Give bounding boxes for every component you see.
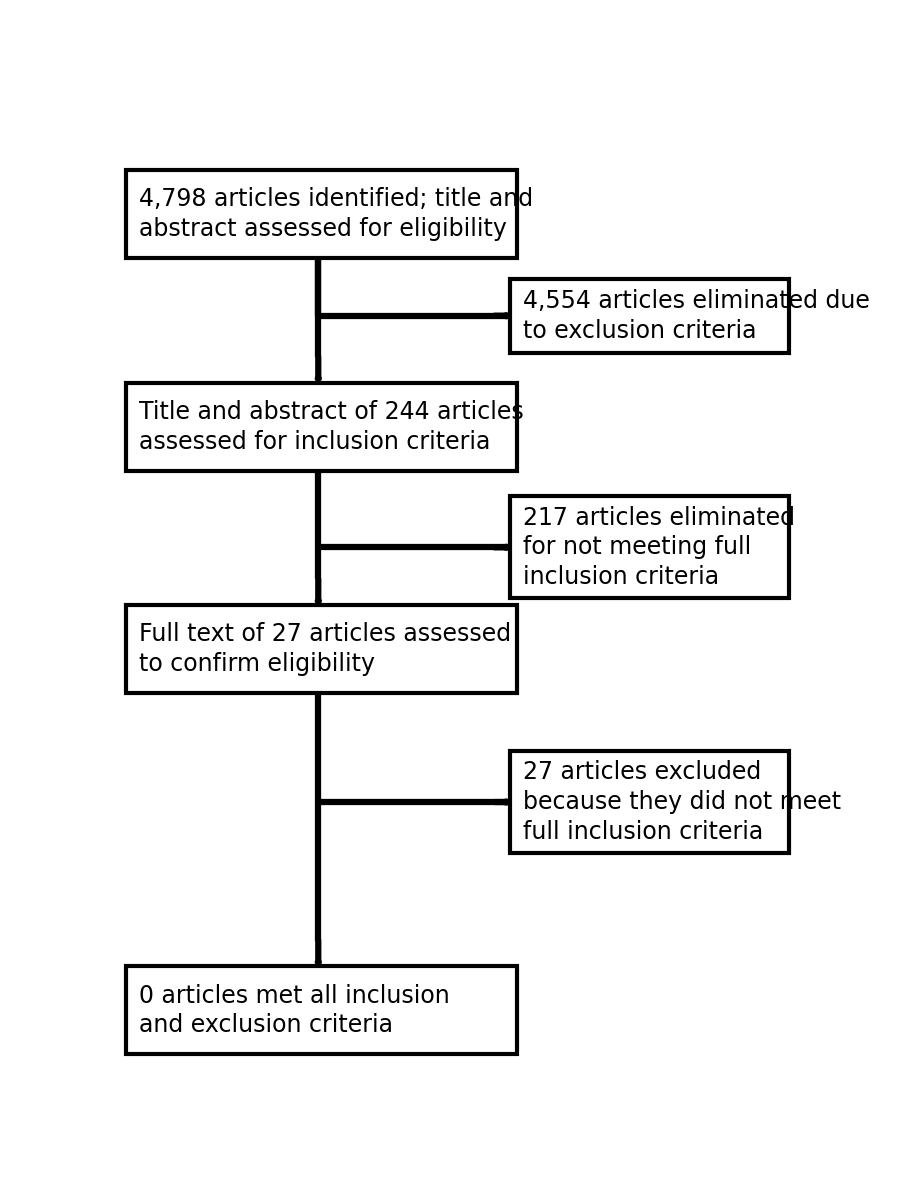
Text: 217 articles eliminated
for not meeting full
inclusion criteria: 217 articles eliminated for not meeting …: [523, 505, 795, 589]
Bar: [126, 605, 517, 693]
Text: Full text of 27 articles assessed
to confirm eligibility: Full text of 27 articles assessed to con…: [139, 622, 511, 676]
Bar: [126, 966, 517, 1055]
Bar: [510, 751, 789, 853]
Text: 4,798 articles identified; title and
abstract assessed for eligibility: 4,798 articles identified; title and abs…: [139, 186, 533, 241]
Text: 4,554 articles eliminated due
to exclusion criteria: 4,554 articles eliminated due to exclusi…: [523, 289, 869, 343]
Bar: [510, 279, 789, 352]
Text: 27 articles excluded
because they did not meet
full inclusion criteria: 27 articles excluded because they did no…: [523, 760, 841, 843]
Bar: [510, 497, 789, 598]
Text: 0 articles met all inclusion
and exclusion criteria: 0 articles met all inclusion and exclusi…: [139, 984, 450, 1037]
Bar: [126, 170, 517, 257]
Bar: [126, 383, 517, 470]
Text: Title and abstract of 244 articles
assessed for inclusion criteria: Title and abstract of 244 articles asses…: [139, 401, 524, 454]
